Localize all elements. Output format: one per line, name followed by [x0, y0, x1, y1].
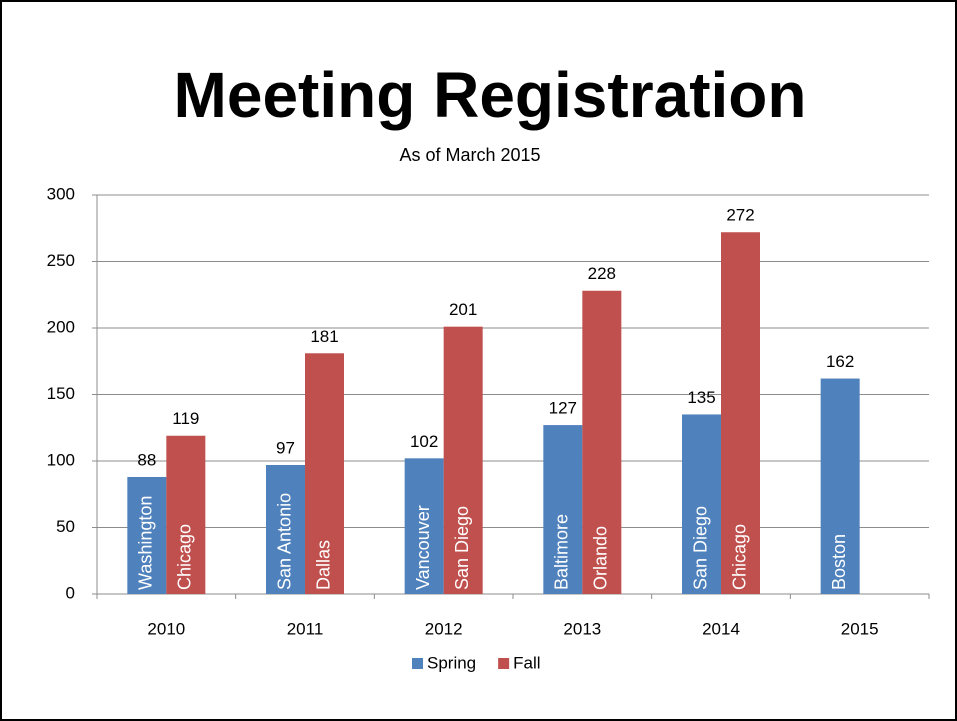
- value-label: 162: [826, 352, 854, 371]
- chart-subtitle: As of March 2015: [399, 145, 540, 165]
- bar: [443, 326, 483, 594]
- value-label: 228: [588, 264, 616, 283]
- x-tick-label: 2013: [563, 619, 601, 638]
- chart-title: Meeting Registration: [174, 59, 807, 131]
- bar-label: Vancouver: [413, 505, 433, 590]
- y-tick-label: 200: [47, 317, 75, 336]
- x-tick-label: 2012: [425, 619, 463, 638]
- bar-label: Boston: [829, 534, 849, 590]
- legend-swatch: [498, 658, 510, 669]
- bar-label: San Antonio: [274, 493, 294, 590]
- x-tick-label: 2011: [287, 619, 324, 638]
- bar: [127, 476, 167, 594]
- y-tick-label: 150: [47, 384, 75, 403]
- legend-swatch: [412, 658, 423, 669]
- bar: [166, 435, 206, 594]
- bar-label: Washington: [136, 496, 156, 590]
- value-label: 272: [726, 206, 754, 225]
- bar-label: Baltimore: [552, 514, 572, 590]
- value-label: 102: [410, 432, 438, 451]
- y-tick-label: 0: [66, 583, 75, 602]
- y-tick-label: 300: [47, 184, 75, 203]
- bar-label: Dallas: [313, 540, 333, 590]
- bar-label: Chicago: [729, 524, 749, 590]
- value-label: 127: [549, 399, 577, 418]
- value-label: 135: [687, 388, 715, 407]
- bar-label: San Diego: [452, 506, 472, 590]
- bar: [305, 353, 344, 594]
- bar-label: San Diego: [690, 506, 710, 590]
- value-label: 119: [172, 409, 199, 428]
- value-label: 88: [137, 450, 156, 469]
- x-tick-label: 2015: [841, 619, 879, 638]
- y-tick-label: 250: [47, 251, 75, 270]
- bar: [404, 458, 444, 594]
- x-tick-label: 2010: [147, 619, 185, 638]
- bar: [543, 425, 583, 594]
- bar: [721, 232, 760, 595]
- bar: [682, 414, 721, 594]
- value-label: 97: [276, 438, 295, 457]
- legend-label: Spring: [427, 653, 476, 672]
- y-tick-label: 100: [47, 450, 75, 469]
- bar: [820, 378, 860, 594]
- bar-label: Chicago: [175, 524, 195, 590]
- value-label: 181: [310, 327, 338, 346]
- x-tick-label: 2014: [702, 619, 740, 638]
- bar-label: Orlando: [591, 526, 611, 590]
- bar: [582, 290, 622, 594]
- legend-label: Fall: [513, 653, 540, 672]
- value-label: 201: [449, 300, 477, 319]
- y-tick-label: 50: [56, 517, 75, 536]
- bar: [266, 464, 305, 594]
